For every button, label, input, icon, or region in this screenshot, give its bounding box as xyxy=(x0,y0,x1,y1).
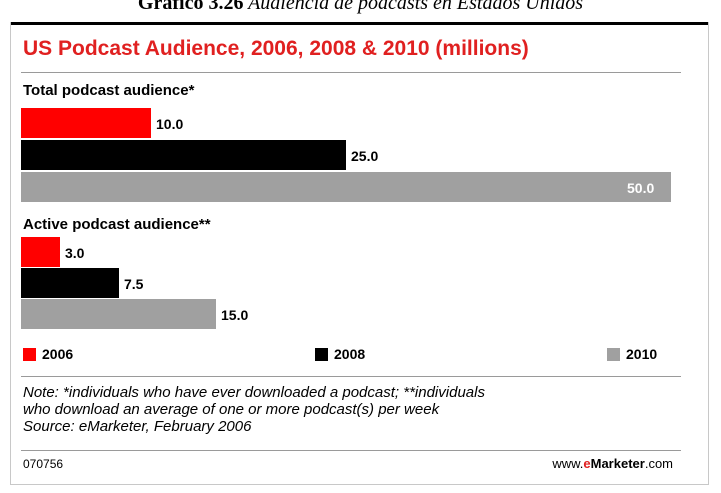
brand-marketer: Marketer xyxy=(590,456,645,471)
note-line-2: who download an average of one or more p… xyxy=(23,401,440,418)
footer-divider xyxy=(21,450,681,451)
source-line: Source: eMarketer, February 2006 xyxy=(23,418,252,435)
bar-active-2006 xyxy=(21,237,60,267)
legend-label-2006: 2006 xyxy=(42,346,74,362)
legend-divider xyxy=(21,376,681,377)
legend-swatch-2010 xyxy=(607,347,620,361)
legend-item-2010: 2010 xyxy=(607,345,657,363)
value-label-total-2008: 25.0 xyxy=(351,148,379,164)
legend-label-2008: 2008 xyxy=(334,346,366,362)
value-label-total-2006: 10.0 xyxy=(156,116,184,132)
top-rule xyxy=(11,22,708,25)
figure-caption-number: Gráfico 3.26 xyxy=(137,0,244,14)
chart-id: 070756 xyxy=(23,457,64,471)
legend-label-2010: 2010 xyxy=(626,346,658,362)
figure-caption-text: Audiencia de podcasts en Estados Unidos xyxy=(243,0,584,14)
brand-prefix: www. xyxy=(552,456,584,471)
legend-item-2008: 2008 xyxy=(315,345,365,363)
chart-note: Note: *individuals who have ever downloa… xyxy=(23,384,683,435)
value-label-active-2008: 7.5 xyxy=(124,276,144,292)
bar-active-2008 xyxy=(21,268,119,298)
bar-total-2006 xyxy=(21,108,151,138)
bar-total-2010 xyxy=(21,172,671,202)
value-label-total-2010: 50.0 xyxy=(627,180,655,196)
value-label-active-2006: 3.0 xyxy=(65,245,85,261)
legend-swatch-2008 xyxy=(315,347,328,361)
legend-item-2006: 2006 xyxy=(23,345,73,363)
group-label-total: Total podcast audience* xyxy=(23,82,195,99)
brand-suffix: .com xyxy=(644,456,673,471)
title-divider xyxy=(21,72,681,73)
brand-logo: www.eMarketer.com xyxy=(552,456,673,471)
note-line-1: Note: *individuals who have ever downloa… xyxy=(23,384,485,401)
bar-total-2008 xyxy=(21,140,346,170)
group-label-active: Active podcast audience** xyxy=(23,216,211,233)
chart-title: US Podcast Audience, 2006, 2008 & 2010 (… xyxy=(23,37,529,60)
legend-swatch-2006 xyxy=(23,347,36,361)
chart-card: US Podcast Audience, 2006, 2008 & 2010 (… xyxy=(10,22,709,485)
figure-caption: Gráfico 3.26 Audiencia de podcasts en Es… xyxy=(0,0,721,15)
value-label-active-2010: 15.0 xyxy=(221,307,249,323)
brand-e: e xyxy=(583,456,591,471)
bar-active-2010 xyxy=(21,299,216,329)
